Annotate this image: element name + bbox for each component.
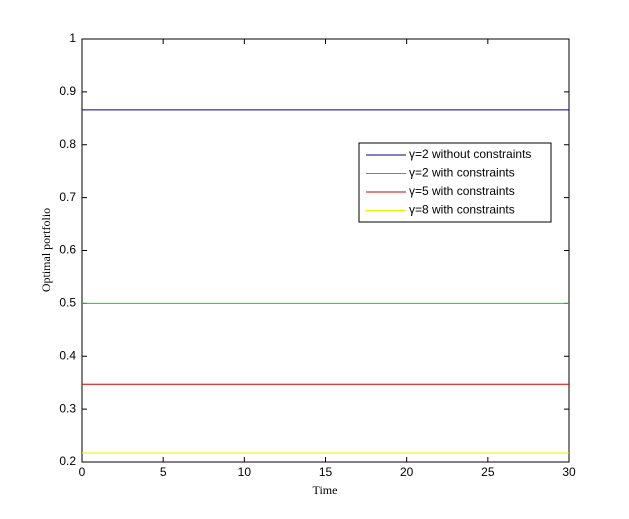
y-tick-label: 0.5 — [59, 296, 76, 310]
y-tick-label: 0.3 — [59, 401, 76, 415]
legend-label: γ=2 with constraints — [409, 166, 515, 180]
x-axis-label: Time — [313, 483, 338, 497]
x-tick-label: 15 — [319, 465, 333, 479]
y-tick-label: 0.9 — [59, 84, 76, 98]
y-tick-label: 0.4 — [59, 348, 76, 362]
x-tick-label: 20 — [400, 465, 414, 479]
y-tick-label: 0.6 — [59, 243, 76, 257]
y-axis-label: Optimal portfolio — [39, 208, 53, 292]
x-tick-label: 25 — [481, 465, 495, 479]
x-tick-label: 10 — [238, 465, 252, 479]
y-tick-label: 0.7 — [59, 190, 76, 204]
legend-label: γ=8 with constraints — [409, 203, 515, 217]
x-tick-label: 30 — [562, 465, 576, 479]
y-tick-label: 0.2 — [59, 454, 76, 468]
x-tick-label: 5 — [160, 465, 167, 479]
legend-box — [358, 142, 552, 223]
legend-label: γ=5 with constraints — [409, 184, 515, 198]
y-tick-label: 1 — [69, 31, 76, 45]
legend-label: γ=2 without constraints — [409, 147, 531, 161]
y-tick-label: 0.8 — [59, 137, 76, 151]
plot-area — [81, 38, 570, 463]
x-tick-label: 0 — [79, 465, 86, 479]
